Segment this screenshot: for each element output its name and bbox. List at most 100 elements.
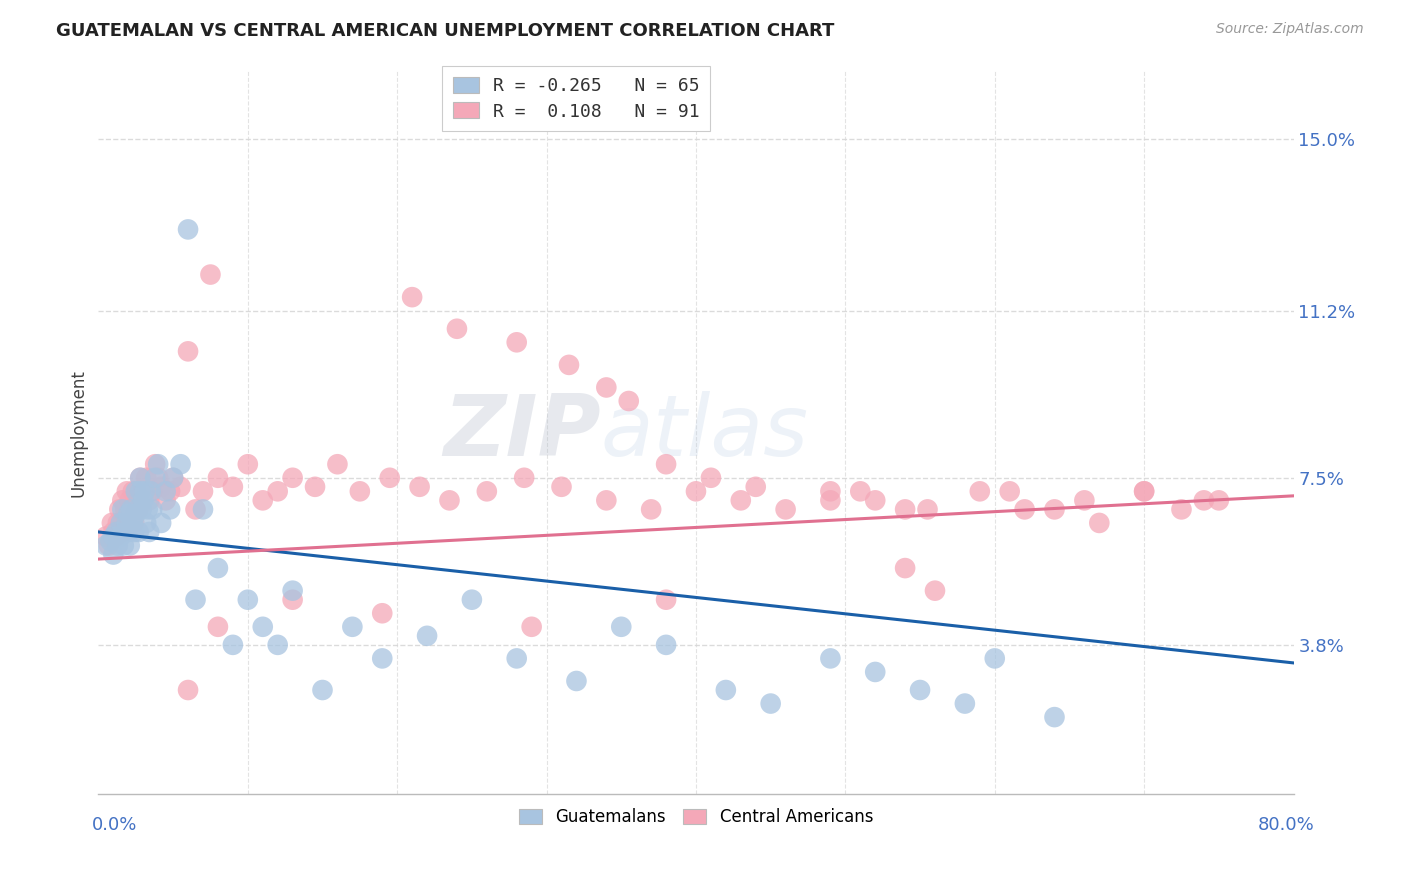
Point [148,457,170,471]
Point [150,480,173,494]
Point [129,484,152,499]
Point [1088,516,1111,530]
Point [267,484,290,499]
Point [349,484,371,499]
Point [1043,502,1066,516]
Point [105,524,128,539]
Point [207,620,229,634]
Point [107,516,129,530]
Point [159,502,181,516]
Point [378,471,401,485]
Point [129,471,152,485]
Point [97,539,120,553]
Point [595,380,617,394]
Point [115,516,138,530]
Point [558,358,581,372]
Point [207,561,229,575]
Point [416,629,439,643]
Text: Source: ZipAtlas.com: Source: ZipAtlas.com [1216,22,1364,37]
Point [1073,493,1095,508]
Point [281,471,304,485]
Point [865,493,887,508]
Point [908,683,931,698]
Point [114,502,136,516]
Point [108,502,131,516]
Point [125,493,148,508]
Point [107,539,129,553]
Point [969,484,991,499]
Point [184,502,207,516]
Point [143,471,166,485]
Point [617,394,640,409]
Point [506,651,529,665]
Point [125,507,148,521]
Point [162,471,184,485]
Point [94,529,117,543]
Point [114,524,136,539]
Point [820,484,842,499]
Point [1043,710,1066,724]
Point [103,524,125,539]
Point [159,484,181,499]
Point [141,484,163,499]
Point [110,529,132,543]
Point [127,484,149,499]
Point [112,524,135,539]
Point [222,638,245,652]
Point [371,607,394,621]
Text: GUATEMALAN VS CENTRAL AMERICAN UNEMPLOYMENT CORRELATION CHART: GUATEMALAN VS CENTRAL AMERICAN UNEMPLOYM… [56,22,835,40]
Point [1014,502,1036,516]
Point [998,484,1021,499]
Point [550,480,572,494]
Point [191,502,214,516]
Point [640,502,662,516]
Y-axis label: Unemployment: Unemployment [69,368,87,497]
Point [371,651,394,665]
Text: ZIP: ZIP [443,391,600,475]
Point [128,524,150,539]
Point [103,529,125,543]
Point [953,697,976,711]
Point [138,524,160,539]
Point [311,683,333,698]
Point [820,651,842,665]
Point [105,529,128,543]
Point [222,480,245,494]
Point [745,480,768,494]
Point [401,290,423,304]
Point [252,493,274,508]
Point [139,484,162,499]
Point [1192,493,1215,508]
Point [150,516,173,530]
Point [125,484,148,499]
Point [565,673,588,688]
Point [759,697,782,711]
Point [132,493,155,508]
Point [207,471,229,485]
Point [408,480,430,494]
Point [191,484,214,499]
Point [610,620,633,634]
Point [700,471,723,485]
Point [118,493,141,508]
Point [304,480,326,494]
Point [984,651,1007,665]
Point [865,665,887,679]
Point [98,533,122,548]
Point [131,502,153,516]
Point [520,620,543,634]
Point [115,484,138,499]
Point [1170,502,1192,516]
Point [281,592,304,607]
Point [177,222,200,236]
Point [685,484,707,499]
Point [924,583,946,598]
Point [110,516,132,530]
Text: 0.0%: 0.0% [91,816,136,834]
Point [117,524,139,539]
Point [894,502,917,516]
Point [134,484,156,499]
Point [281,583,304,598]
Point [342,620,364,634]
Point [129,471,152,485]
